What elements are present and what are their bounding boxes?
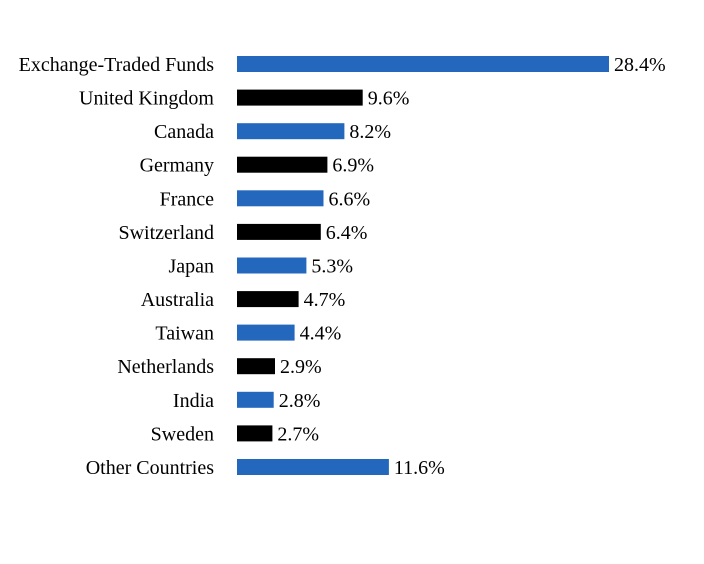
category-label-india: India	[173, 390, 214, 412]
value-labels-group: 28.4% 9.6% 8.2% 6.9% 6.6% 6.4% 5.3% 4.7% 4.4% 2.9…	[277, 54, 665, 479]
bar-united-kingdom	[237, 89, 363, 106]
category-label-australia: Australia	[141, 289, 214, 311]
bar-canada	[237, 123, 345, 140]
value-label-netherlands: 2.9%	[280, 356, 322, 378]
value-label-exchange-traded-funds: 28.4%	[614, 54, 666, 76]
value-label-sweden: 2.7%	[277, 423, 319, 445]
value-label-switzerland: 6.4%	[326, 222, 368, 244]
value-label-japan: 5.3%	[311, 256, 353, 278]
category-labels-group: Exchange-Traded Funds United Kingdom Canad…	[19, 54, 215, 479]
bar-sweden	[237, 425, 273, 442]
category-label-japan: Japan	[168, 256, 214, 278]
bar-other-countries	[237, 459, 389, 475]
category-label-other-countries: Other Countries	[86, 457, 215, 479]
category-label-switzerland: Switzerland	[118, 222, 214, 244]
value-label-united-kingdom: 9.6%	[368, 88, 410, 110]
bar-india	[237, 391, 274, 408]
bars-group	[237, 56, 609, 475]
category-label-sweden: Sweden	[151, 423, 214, 445]
value-label-canada: 8.2%	[349, 121, 391, 143]
category-label-canada: Canada	[154, 121, 214, 143]
value-label-taiwan: 4.4%	[300, 323, 342, 345]
bar-france	[237, 190, 324, 207]
bar-australia	[237, 291, 299, 308]
category-label-taiwan: Taiwan	[155, 323, 214, 345]
value-label-other-countries: 11.6%	[394, 457, 445, 479]
bar-japan	[237, 257, 307, 274]
category-label-united-kingdom: United Kingdom	[79, 88, 214, 110]
value-label-india: 2.8%	[279, 390, 321, 412]
bar-exchange-traded-funds	[237, 56, 609, 72]
bar-germany	[237, 156, 328, 173]
bar-taiwan	[237, 324, 295, 341]
category-label-exchange-traded-funds: Exchange-Traded Funds	[19, 54, 215, 76]
value-label-germany: 6.9%	[332, 155, 374, 177]
category-label-germany: Germany	[140, 155, 214, 177]
bar-netherlands	[237, 358, 275, 375]
bar-switzerland	[237, 223, 321, 240]
value-label-france: 6.6%	[329, 188, 371, 210]
category-label-france: France	[160, 188, 215, 210]
value-label-australia: 4.7%	[304, 289, 346, 311]
category-label-netherlands: Netherlands	[117, 356, 214, 378]
